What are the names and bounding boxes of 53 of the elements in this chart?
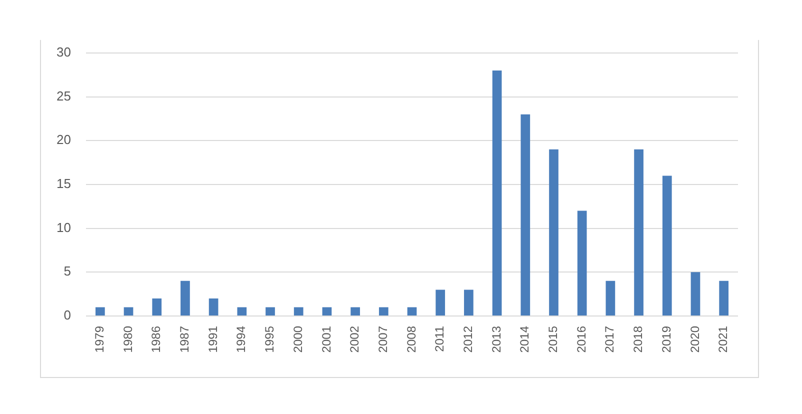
bar bbox=[350, 307, 360, 316]
x-tick-label: 2001 bbox=[319, 326, 334, 353]
bar bbox=[719, 280, 729, 316]
bar bbox=[520, 114, 530, 316]
bar bbox=[95, 307, 105, 316]
x-tick-label: 2016 bbox=[574, 326, 588, 353]
bar bbox=[690, 272, 700, 316]
x-tick-label: 2020 bbox=[688, 326, 702, 353]
x-tick-label: 1979 bbox=[92, 326, 106, 353]
x-tick-label: 1995 bbox=[262, 326, 277, 353]
x-tick-label: 2008 bbox=[404, 326, 418, 353]
bar bbox=[492, 70, 502, 316]
x-tick-label: 2017 bbox=[602, 326, 617, 353]
x-tick-label: 2014 bbox=[518, 326, 532, 353]
bar bbox=[294, 307, 304, 316]
x-tick-label: 2007 bbox=[376, 326, 390, 353]
x-tick-label: 2015 bbox=[546, 326, 560, 353]
x-tick-label: 2013 bbox=[489, 326, 504, 353]
bar bbox=[549, 149, 558, 316]
x-tick-label: 1980 bbox=[120, 326, 135, 353]
bar bbox=[606, 280, 616, 316]
bar bbox=[237, 307, 247, 316]
x-tick-label: 1986 bbox=[149, 326, 164, 353]
bar bbox=[634, 149, 644, 316]
x-tick-label: 1994 bbox=[234, 326, 248, 353]
y-tick-label: 30 bbox=[56, 44, 71, 60]
bar bbox=[464, 290, 474, 316]
x-tick-label: 1991 bbox=[206, 326, 220, 353]
bar bbox=[436, 290, 446, 316]
bar bbox=[180, 280, 190, 316]
bar bbox=[266, 307, 275, 316]
bar bbox=[208, 298, 218, 316]
bar bbox=[577, 210, 587, 316]
bar bbox=[152, 298, 162, 316]
x-tick-label: 2018 bbox=[631, 326, 646, 353]
y-tick-label: 10 bbox=[56, 220, 71, 235]
y-tick-label: 0 bbox=[64, 308, 71, 323]
x-tick-label: 2012 bbox=[461, 326, 476, 353]
bar bbox=[322, 307, 332, 316]
x-tick-label: 2019 bbox=[659, 326, 674, 353]
x-tick-label: 2002 bbox=[348, 326, 362, 353]
y-tick-label: 15 bbox=[56, 176, 71, 192]
x-tick-label: 1987 bbox=[178, 326, 192, 353]
bar bbox=[407, 307, 417, 316]
bar bbox=[662, 176, 672, 316]
bar bbox=[124, 307, 134, 316]
y-tick-label: 20 bbox=[56, 132, 71, 148]
x-tick-label: 2011 bbox=[432, 326, 447, 352]
x-tick-label: 2000 bbox=[290, 326, 305, 353]
y-tick-label: 25 bbox=[56, 88, 71, 104]
bar bbox=[378, 307, 388, 316]
x-tick-label: 2021 bbox=[716, 326, 730, 353]
y-tick-label: 5 bbox=[64, 264, 71, 279]
